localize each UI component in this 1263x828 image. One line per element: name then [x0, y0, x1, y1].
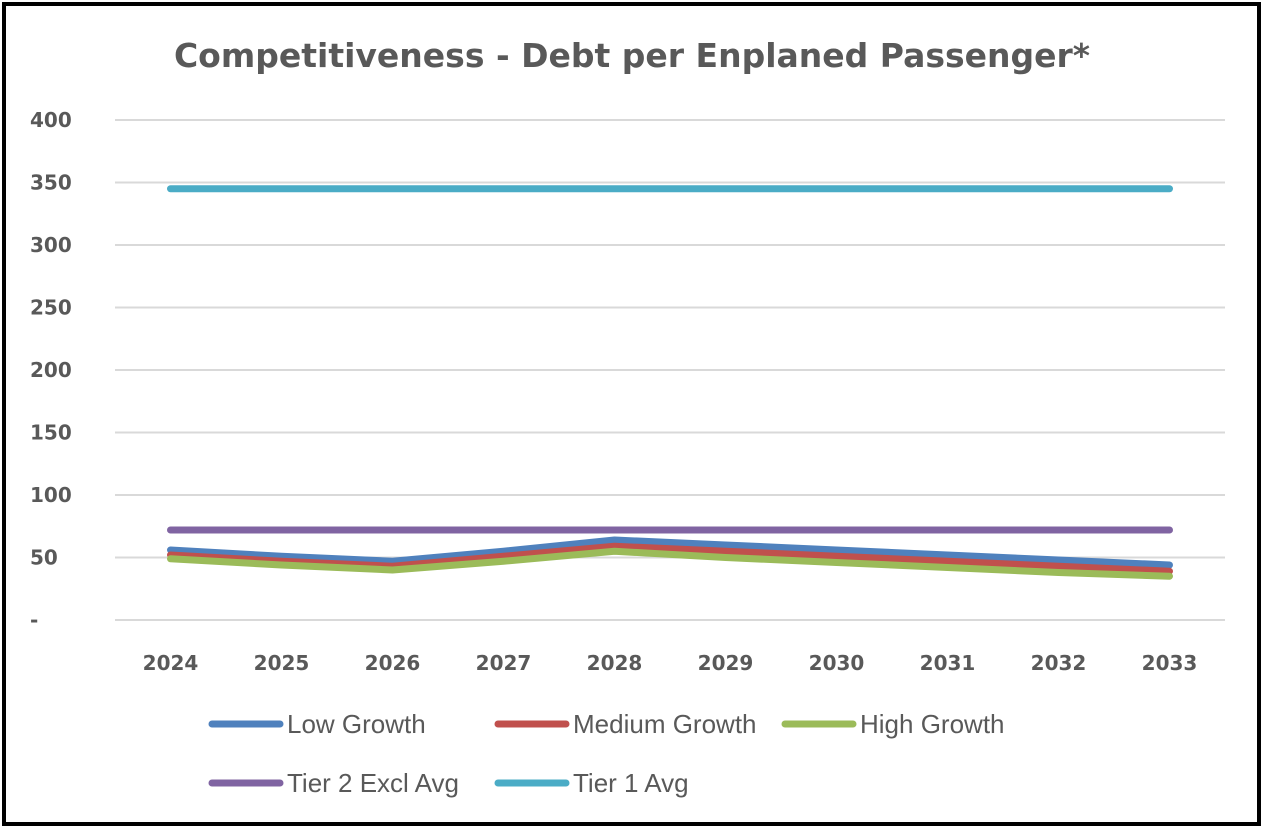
x-tick-label: 2030 — [809, 651, 865, 675]
y-tick-label: 400 — [30, 108, 72, 132]
series-line-low-growth — [167, 536, 1173, 569]
y-tick-label: 200 — [30, 358, 72, 382]
legend-label: Low Growth — [287, 709, 426, 739]
y-tick-label: 300 — [30, 233, 72, 257]
y-tick-label: 50 — [30, 546, 58, 570]
chart-title: Competitiveness - Debt per Enplaned Pass… — [174, 36, 1090, 75]
legend-label: Tier 1 Avg — [573, 768, 689, 798]
x-tick-label: 2032 — [1031, 651, 1087, 675]
y-tick-label: 100 — [30, 483, 72, 507]
legend-label: Tier 2 Excl Avg — [287, 768, 459, 798]
legend-item: Tier 2 Excl Avg — [208, 768, 459, 798]
x-tick-label: 2025 — [254, 651, 310, 675]
y-tick-label: 150 — [30, 421, 72, 445]
x-tick-label: 2031 — [920, 651, 976, 675]
y-axis-ticks: - 50 100 150 200 250 300 350 400 — [30, 108, 72, 632]
legend-item: Tier 1 Avg — [494, 768, 689, 798]
y-tick-label: - — [30, 608, 38, 632]
legend-item: Medium Growth — [494, 709, 757, 739]
legend-label: Medium Growth — [573, 709, 757, 739]
series-line-medium-growth — [167, 542, 1173, 575]
legend: Low Growth Medium Growth High Growth Tier 2… — [208, 709, 1005, 798]
x-axis-ticks: 2024 2025 2026 2027 2028 2029 2030 2031 2032 2033 — [143, 651, 1198, 675]
legend-item: Low Growth — [208, 709, 426, 739]
y-tick-label: 250 — [30, 296, 72, 320]
x-tick-label: 2024 — [143, 651, 199, 675]
x-tick-label: 2027 — [476, 651, 532, 675]
x-tick-label: 2026 — [365, 651, 421, 675]
legend-label: High Growth — [860, 709, 1005, 739]
legend-item: High Growth — [781, 709, 1005, 739]
series-line-high-growth — [167, 547, 1173, 580]
x-tick-label: 2033 — [1142, 651, 1198, 675]
x-tick-label: 2029 — [698, 651, 754, 675]
y-tick-label: 350 — [30, 171, 72, 195]
series-lines — [167, 185, 1173, 580]
x-tick-label: 2028 — [587, 651, 643, 675]
